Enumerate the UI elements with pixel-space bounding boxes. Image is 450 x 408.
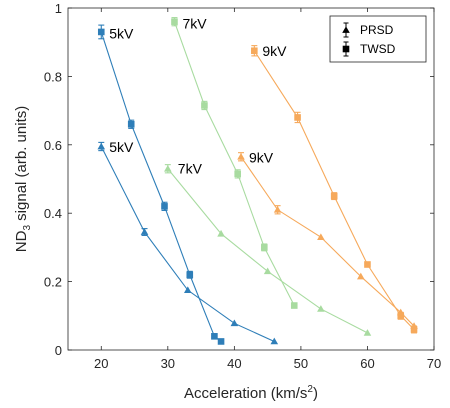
data-point-square: [161, 203, 168, 210]
data-point-square: [410, 326, 418, 333]
data-point-square: [330, 192, 338, 200]
annotation-label: 5kV: [109, 26, 134, 42]
x-axis-title: Acceleration (km/s2): [184, 384, 318, 402]
data-point-triangle: [140, 228, 149, 235]
x-tick-label: 40: [227, 356, 241, 371]
y-axis-title-subscript: 3: [22, 225, 33, 231]
data-point-square: [127, 120, 135, 128]
y-tick-label: 0.6: [44, 138, 62, 153]
legend-label-prsd: PRSD: [360, 23, 394, 37]
data-point-square: [234, 170, 241, 178]
data-point-square: [290, 302, 298, 309]
data-point-triangle: [217, 229, 225, 237]
data-point-square: [294, 114, 301, 121]
data-point-triangle: [263, 267, 272, 275]
y-tick-label: 0.4: [44, 206, 62, 221]
annotation-label: 7kV: [178, 161, 203, 177]
x-tick-label: 50: [294, 356, 308, 371]
data-point-square: [211, 333, 218, 340]
y-tick-label: 0.8: [44, 69, 62, 84]
legend-marker-shape: [342, 26, 350, 33]
legend-label-twsd: TWSD: [360, 42, 396, 56]
y-tick-label: 0: [55, 343, 62, 358]
x-tick-label: 60: [360, 356, 374, 371]
data-point-triangle: [237, 152, 245, 160]
y-tick-label: 0.2: [44, 275, 62, 290]
series-line-5kv-twsd: [100, 31, 222, 342]
data-point-square: [251, 47, 258, 55]
x-axis-title-main: Acceleration (km/s: [184, 385, 307, 402]
data-point-triangle: [273, 205, 282, 213]
y-axis-title: ND3 signal (arb. units): [13, 106, 33, 252]
annotation-label: 9kV: [249, 149, 274, 165]
legend-square-marker: [342, 41, 350, 57]
annotation-label: 7kV: [182, 15, 207, 31]
axes: 20 30 40 50 60 70 0 0.2 0.4 0.6 0.8 1: [44, 1, 441, 371]
data-point-square: [201, 102, 208, 109]
data-point-triangle: [357, 272, 365, 280]
data-point-square: [217, 338, 225, 345]
data-point-triangle: [164, 164, 172, 172]
annotation-label: 9kV: [262, 43, 287, 59]
data-point-triangle: [317, 305, 325, 312]
data-point-triangle: [317, 233, 325, 240]
series-line-9kv-twsd: [253, 50, 415, 330]
data-point-triangle: [183, 286, 192, 293]
y-axis-title-end: signal (arb. units): [13, 106, 30, 225]
plot-area: 5kV 7kV 9kV 5kV 7kV 9kV: [97, 15, 418, 345]
x-axis-title-superscript: 2: [307, 384, 313, 395]
data-point-triangle: [396, 308, 405, 316]
y-axis-title-main: ND: [13, 230, 30, 252]
y-tick-label: 1: [55, 1, 62, 16]
legend-triangle-marker: [342, 22, 350, 38]
data-point-square: [397, 312, 405, 320]
data-point-square: [364, 261, 371, 268]
data-point-square: [97, 28, 105, 36]
data-point-triangle: [410, 322, 418, 329]
legend: PRSD TWSD: [329, 15, 427, 63]
series-line-7kv-prsd: [167, 168, 368, 334]
x-axis-title-end: ): [313, 385, 318, 402]
annotation-label: 5kV: [109, 139, 134, 155]
data-point-square: [261, 244, 268, 251]
x-tick-label: 70: [427, 356, 441, 371]
axes-frame: [67, 7, 435, 351]
x-tick-label: 20: [94, 356, 108, 371]
x-tick-label: 30: [161, 356, 175, 371]
data-point-triangle: [97, 142, 106, 150]
data-point-triangle: [363, 329, 372, 336]
data-point-square: [171, 18, 178, 25]
legend-entry-prsd: PRSD: [342, 22, 394, 38]
data-point-triangle: [270, 337, 279, 345]
legend-marker-shape: [342, 45, 350, 53]
legend-entry-twsd: TWSD: [342, 41, 396, 57]
data-point-square: [186, 271, 194, 279]
data-point-triangle: [230, 319, 239, 327]
